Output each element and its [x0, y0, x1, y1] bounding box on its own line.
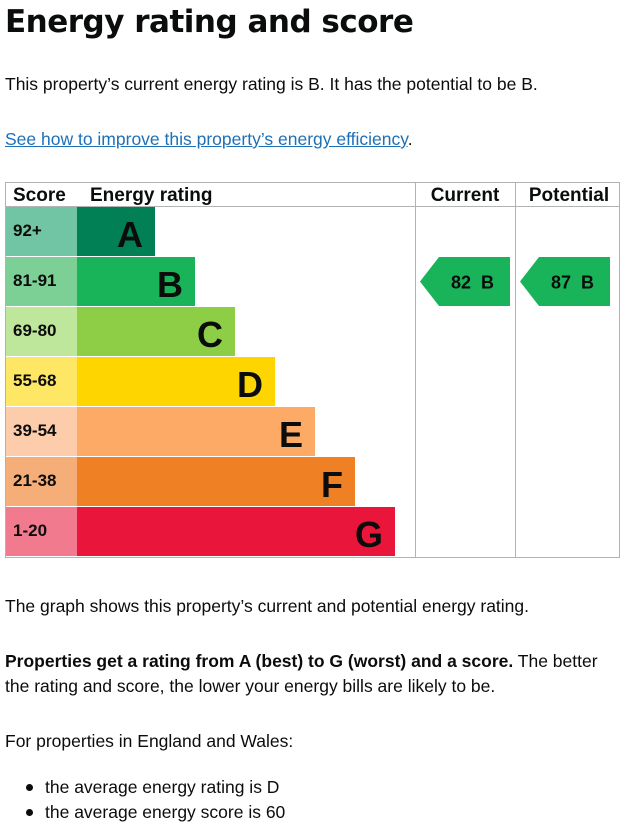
rating-column-header: Energy rating — [90, 185, 212, 206]
improve-efficiency-link[interactable]: See how to improve this property’s energ… — [5, 129, 408, 149]
score-cell-g — [6, 507, 77, 556]
page-title: Energy rating and score — [5, 4, 414, 40]
rating-bar-e — [77, 407, 315, 456]
score-cell-c — [6, 307, 77, 356]
current-column-header: Current — [431, 185, 500, 206]
rating-bar-a — [77, 207, 155, 256]
rating-letter-e: E — [279, 414, 303, 455]
rating-explanation-bold: Properties get a rating from A (best) to… — [5, 651, 514, 671]
current-rating-arrow — [420, 257, 510, 306]
rating-letter-a: A — [117, 214, 143, 255]
rating-letter-g: G — [355, 514, 383, 555]
score-cell-e — [6, 407, 77, 456]
potential-rating-arrow — [520, 257, 610, 306]
rating-letter-b: B — [157, 264, 183, 305]
rating-letter-d: D — [237, 364, 263, 405]
score-label-f: 21-38 — [13, 471, 56, 490]
score-label-d: 55-68 — [13, 371, 56, 390]
rating-letter-c: C — [197, 314, 223, 355]
score-label-b: 81-91 — [13, 271, 56, 290]
rating-summary: This property’s current energy rating is… — [5, 74, 538, 94]
rating-explanation: Properties get a rating from A (best) to… — [5, 649, 620, 699]
regional-intro: For properties in England and Wales: — [5, 731, 294, 751]
energy-rating-chart: Score Energy rating Current Potential 92… — [5, 182, 620, 558]
score-column-header: Score — [13, 185, 66, 206]
rating-bar-f — [77, 457, 355, 506]
average-rating-item: the average energy rating is D — [5, 775, 285, 800]
rating-bar-b — [77, 257, 195, 306]
average-score-item: the average energy score is 60 — [5, 800, 285, 825]
rating-letter-f: F — [321, 464, 343, 505]
potential-column-header: Potential — [529, 185, 609, 206]
improve-paragraph: See how to improve this property’s energ… — [5, 127, 413, 152]
score-label-e: 39-54 — [13, 421, 57, 440]
score-label-g: 1-20 — [13, 521, 47, 540]
average-list: the average energy rating is D the avera… — [5, 775, 285, 825]
rating-bar-d — [77, 357, 275, 406]
score-cell-f — [6, 457, 77, 506]
score-cell-a — [6, 207, 77, 256]
improve-link-period: . — [407, 129, 413, 149]
rating-bar-c — [77, 307, 235, 356]
score-label-a: 92+ — [13, 221, 42, 240]
score-cell-b — [6, 257, 77, 306]
potential-rating-label: 87 B — [551, 273, 594, 293]
current-rating-label: 82 B — [451, 273, 494, 293]
rating-bar-g — [77, 507, 395, 556]
graph-note: The graph shows this property’s current … — [5, 596, 530, 616]
score-cell-d — [6, 357, 77, 406]
score-label-c: 69-80 — [13, 321, 56, 340]
rating-explanation-rest: The better the rating and score, the low… — [5, 651, 598, 696]
